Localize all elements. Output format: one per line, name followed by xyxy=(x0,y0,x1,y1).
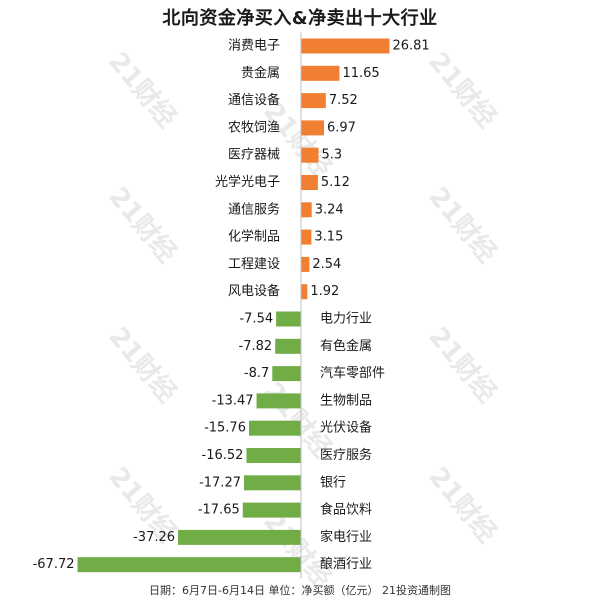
category-label: 通信服务 xyxy=(228,201,280,217)
category-label: 酿酒行业 xyxy=(320,556,372,572)
category-label: 通信设备 xyxy=(228,92,280,108)
value-label: 6.97 xyxy=(327,120,356,135)
category-label: 医疗器械 xyxy=(228,148,280,163)
value-label: 26.81 xyxy=(392,39,429,54)
bar-4 xyxy=(301,120,325,136)
bar-14 xyxy=(256,393,301,409)
chart-footnote: 日期：6月7日-6月14日 单位：净买额（亿元） 21投资通制图 xyxy=(149,584,451,597)
bars-group xyxy=(77,38,390,573)
bar-5 xyxy=(301,147,319,163)
value-label: 3.24 xyxy=(315,202,344,217)
bar-17 xyxy=(244,475,301,491)
chart-title: 北向资金净买入&净卖出十大行业 xyxy=(162,8,438,29)
value-label: 2.54 xyxy=(312,257,341,272)
value-label: 1.92 xyxy=(310,284,339,299)
bar-8 xyxy=(301,229,312,245)
value-label: -17.65 xyxy=(198,503,240,518)
value-label: 3.15 xyxy=(314,230,343,245)
value-label: -15.76 xyxy=(204,421,246,436)
category-label: 医疗服务 xyxy=(320,447,372,463)
value-label: 5.12 xyxy=(321,175,350,190)
bar-13 xyxy=(272,366,301,382)
value-label: -7.54 xyxy=(239,312,273,327)
bar-20 xyxy=(77,557,301,573)
bar-16 xyxy=(246,448,301,463)
category-label: 农牧饲渔 xyxy=(228,120,280,135)
bar-2 xyxy=(301,65,340,81)
value-label: -17.27 xyxy=(199,475,241,490)
value-label: -67.72 xyxy=(33,557,75,572)
value-label: 5.3 xyxy=(321,148,342,163)
value-label: 7.52 xyxy=(329,93,358,108)
bar-7 xyxy=(301,202,312,218)
category-label: 工程建设 xyxy=(228,257,280,272)
category-label: 家电行业 xyxy=(320,529,372,545)
bar-11 xyxy=(276,311,301,327)
bar-19 xyxy=(178,529,301,545)
category-label: 光伏设备 xyxy=(320,420,372,436)
bar-12 xyxy=(275,338,301,354)
bar-10 xyxy=(301,284,308,300)
value-label: -7.82 xyxy=(239,339,273,354)
category-label: 食品饮料 xyxy=(320,502,372,518)
category-label: 消费电子 xyxy=(228,39,280,54)
bar-3 xyxy=(301,93,326,109)
bar-15 xyxy=(248,420,301,436)
category-label: 汽车零部件 xyxy=(320,365,385,381)
category-label: 生物制品 xyxy=(320,393,372,408)
value-label: -16.52 xyxy=(202,448,244,463)
category-label: 电力行业 xyxy=(320,312,372,327)
value-label: 11.65 xyxy=(342,66,379,81)
category-label: 银行 xyxy=(320,475,346,490)
category-label: 贵金属 xyxy=(241,65,280,81)
value-label: -13.47 xyxy=(212,393,254,408)
category-label: 风电设备 xyxy=(228,283,280,299)
bar-6 xyxy=(301,175,318,190)
category-label: 光学光电子 xyxy=(215,174,280,190)
category-label: 化学制品 xyxy=(228,229,280,245)
bar-18 xyxy=(242,502,301,518)
value-label: -8.7 xyxy=(244,366,269,381)
bar-9 xyxy=(301,256,310,272)
category-label: 有色金属 xyxy=(320,338,372,354)
labels-group: 消费电子 26.81 贵金属 11.65 通信设备 7.52 农牧饲渔 6.97 医疗器械 5.3… xyxy=(33,39,430,573)
value-label: -37.26 xyxy=(133,530,175,545)
bar-1 xyxy=(301,38,390,54)
